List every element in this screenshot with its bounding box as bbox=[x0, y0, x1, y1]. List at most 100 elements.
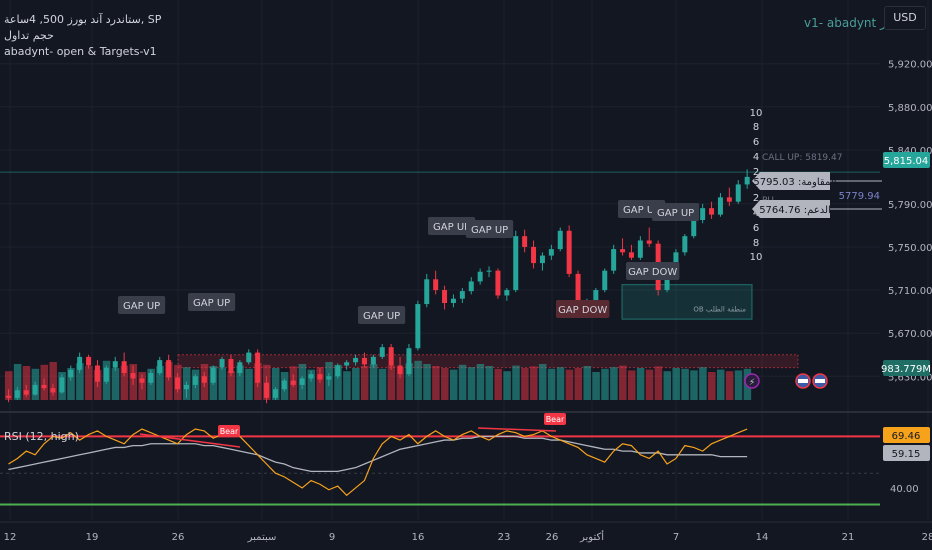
price-tick: 5,790.00 bbox=[888, 200, 932, 211]
gap-down-label-text: GAP DOW bbox=[628, 267, 677, 278]
candle-body bbox=[32, 384, 38, 395]
bear-divergence-line bbox=[139, 433, 241, 448]
currency-button[interactable]: USD bbox=[884, 6, 926, 30]
volume-bar bbox=[236, 365, 244, 400]
current-price: 5,815.04 bbox=[884, 156, 929, 167]
candle-body bbox=[673, 252, 679, 267]
price-tick: 5,750.00 bbox=[888, 243, 932, 254]
candle-body bbox=[246, 352, 252, 363]
axes: 5,920.00 5,880.00 5,840.00 5,790.00 5,750.00… bbox=[0, 60, 932, 543]
candle-body bbox=[459, 291, 465, 299]
gap-up-label-text: GAP UP bbox=[433, 222, 470, 233]
volume-bar bbox=[494, 368, 502, 400]
time-tick: 26 bbox=[546, 532, 559, 543]
volume-bar bbox=[708, 372, 716, 400]
volume-bar bbox=[227, 371, 235, 400]
gap-up-label: GAP UP bbox=[188, 293, 236, 311]
resistance-zone bbox=[177, 354, 799, 369]
volume-bar bbox=[690, 370, 698, 400]
candle-body bbox=[299, 378, 305, 385]
demand-zone bbox=[621, 284, 753, 320]
volume-bar bbox=[610, 367, 618, 400]
volume-bar bbox=[619, 365, 627, 400]
gap-up-label-text: GAP UP bbox=[623, 205, 660, 216]
candle-body bbox=[637, 240, 643, 258]
candle-body bbox=[103, 367, 109, 382]
volume-bar bbox=[218, 368, 227, 400]
candle-body bbox=[335, 365, 341, 377]
bear-tag-bg bbox=[218, 425, 240, 437]
candle-body bbox=[183, 384, 189, 390]
time-tick: 28 bbox=[922, 532, 932, 543]
volume-bar bbox=[334, 364, 342, 400]
volume-bar bbox=[360, 366, 369, 400]
price-tick: 5,880.00 bbox=[888, 103, 932, 114]
price-tick: 5,920.00 bbox=[888, 60, 932, 71]
volume-bar bbox=[663, 371, 672, 400]
target-level: 6 bbox=[753, 223, 759, 234]
candle-body bbox=[192, 376, 198, 385]
volume-bar bbox=[601, 368, 609, 400]
volume-bar bbox=[156, 366, 164, 400]
gap-up-label-bg bbox=[358, 306, 406, 324]
candle-body bbox=[112, 361, 118, 368]
candle-body bbox=[86, 356, 92, 366]
volume-value: 983.779M bbox=[881, 364, 931, 375]
volume-bar bbox=[458, 364, 467, 400]
candle-body bbox=[50, 388, 56, 393]
volume-bar bbox=[352, 368, 360, 400]
candle-body bbox=[272, 389, 278, 398]
candle-body bbox=[139, 378, 145, 383]
candle-body bbox=[620, 249, 626, 253]
candle-body bbox=[477, 271, 483, 282]
candle-body bbox=[566, 230, 572, 274]
lightning-glyph: ⚡ bbox=[749, 378, 755, 388]
volume-bar bbox=[111, 368, 120, 400]
volume-bar bbox=[307, 369, 316, 400]
rsi-value-badge bbox=[883, 427, 930, 443]
volume-bar bbox=[592, 372, 600, 400]
volume-bar bbox=[636, 368, 645, 400]
volume-title[interactable]: حجم تداول bbox=[4, 29, 54, 42]
gap-up-label-text: GAP UP bbox=[123, 301, 160, 312]
candle-body bbox=[219, 359, 225, 368]
candle-body bbox=[424, 279, 430, 305]
volume-bar bbox=[49, 362, 57, 400]
grid bbox=[0, 0, 932, 520]
candle-body bbox=[157, 360, 163, 374]
rsi-value: 69.46 bbox=[892, 431, 921, 442]
current-price-badge bbox=[883, 152, 930, 168]
candle-body bbox=[41, 384, 47, 389]
target-level: 10 bbox=[750, 108, 763, 119]
candle-body bbox=[735, 184, 741, 202]
candle-body bbox=[121, 361, 127, 374]
volume-bar bbox=[583, 366, 591, 400]
volume-bar bbox=[405, 363, 413, 400]
candle-body bbox=[513, 236, 519, 291]
target-level: 6 bbox=[753, 137, 759, 148]
candle-body bbox=[602, 270, 608, 291]
rsi-ma-value: 59.15 bbox=[892, 449, 921, 460]
target-level: 4 bbox=[753, 152, 759, 163]
time-tick: 19 bbox=[86, 532, 99, 543]
target-level: 10 bbox=[750, 252, 763, 263]
volume-bar bbox=[485, 366, 494, 400]
volume-bar bbox=[441, 368, 449, 400]
gap-down-label: GAP DOW bbox=[626, 262, 680, 280]
candle-body bbox=[575, 273, 581, 312]
volume-bar bbox=[503, 371, 511, 400]
candle-body bbox=[130, 373, 136, 379]
volume-bar bbox=[547, 368, 556, 400]
candle-body bbox=[450, 298, 456, 303]
rsi-ma-line bbox=[8, 435, 748, 473]
time-tick: 16 bbox=[412, 532, 425, 543]
candle-body bbox=[210, 367, 216, 383]
gap-up-label-bg bbox=[118, 296, 166, 314]
candle-body bbox=[5, 395, 11, 398]
indicator-title[interactable]: abadynt- open & Targets-v1 bbox=[4, 45, 157, 58]
volume-bar bbox=[76, 363, 84, 400]
symbol-title[interactable]: ستاندرد آند بورز 500, 4ساعة, SP bbox=[4, 13, 162, 26]
candle-body bbox=[388, 347, 394, 366]
